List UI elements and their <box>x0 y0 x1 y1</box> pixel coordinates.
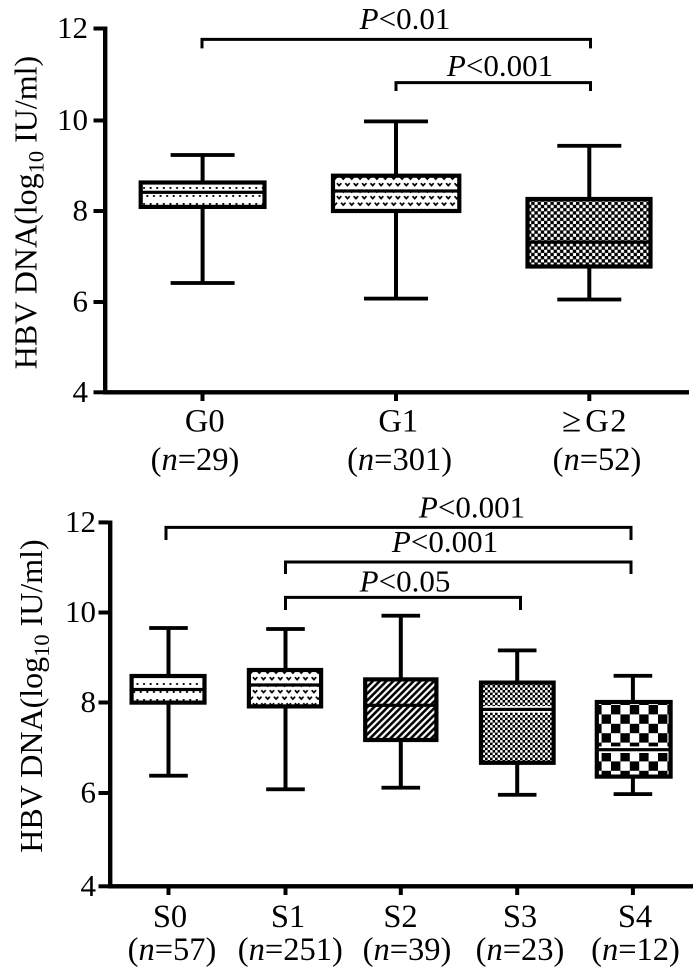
svg-text:8: 8 <box>73 193 89 228</box>
svg-text:10: 10 <box>57 102 88 137</box>
svg-text:S4: S4 <box>618 899 652 935</box>
svg-text:4: 4 <box>73 374 89 409</box>
svg-text:S0: S0 <box>153 899 187 935</box>
svg-text:S3: S3 <box>503 899 537 935</box>
svg-text:P<0.001: P<0.001 <box>418 490 525 525</box>
svg-text:8: 8 <box>81 684 97 719</box>
svg-text:≥G2: ≥G2 <box>562 401 628 440</box>
svg-text:(n=23): (n=23) <box>476 932 565 968</box>
svg-text:(n=57): (n=57) <box>128 932 217 968</box>
svg-text:P<0.01: P<0.01 <box>359 1 451 36</box>
svg-text:P<0.001: P<0.001 <box>391 524 498 559</box>
svg-text:(n=12): (n=12) <box>591 932 680 968</box>
svg-text:P<0.001: P<0.001 <box>446 48 553 83</box>
svg-text:HBV DNA(log10 IU/ml): HBV DNA(log10 IU/ml) <box>8 56 49 369</box>
svg-text:HBV DNA(log10 IU/ml): HBV DNA(log10 IU/ml) <box>13 539 54 852</box>
svg-text:S2: S2 <box>383 899 417 935</box>
svg-text:(n=29): (n=29) <box>151 442 240 478</box>
svg-text:12: 12 <box>65 504 96 539</box>
svg-text:(n=39): (n=39) <box>363 932 452 968</box>
svg-text:12: 12 <box>57 10 88 45</box>
svg-text:G1: G1 <box>378 404 418 440</box>
svg-text:(n=251): (n=251) <box>238 932 343 968</box>
svg-text:10: 10 <box>65 594 96 629</box>
svg-text:(n=52): (n=52) <box>553 442 642 478</box>
svg-text:S1: S1 <box>271 899 305 935</box>
svg-text:P<0.05: P<0.05 <box>359 564 451 599</box>
svg-text:4: 4 <box>81 868 97 903</box>
svg-text:6: 6 <box>73 284 89 319</box>
svg-text:6: 6 <box>81 775 97 810</box>
svg-text:(n=301): (n=301) <box>347 442 452 478</box>
svg-text:G0: G0 <box>185 404 225 440</box>
